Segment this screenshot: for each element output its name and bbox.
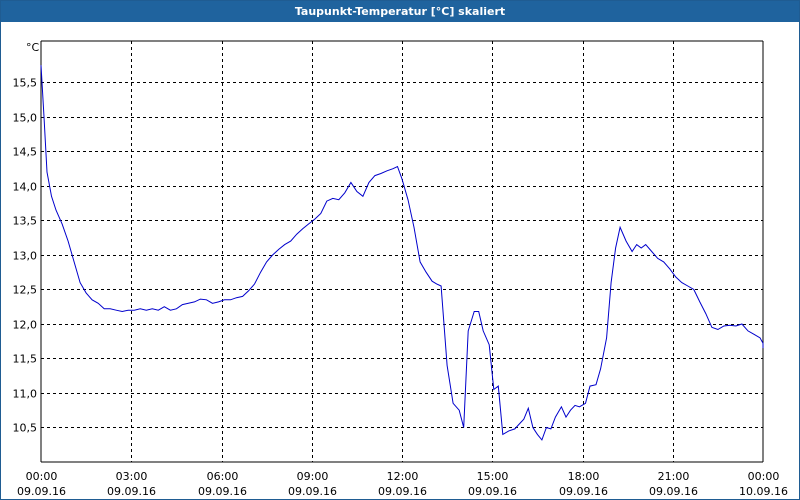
y-tick-label: 12,0 (13, 319, 38, 332)
dewpoint-series-line (40, 65, 764, 441)
grid-lines (41, 41, 763, 462)
x-tick-time-label: 00:00 (26, 470, 58, 483)
y-tick-label: 15,5 (13, 77, 38, 90)
x-tick-time-label: 03:00 (116, 470, 148, 483)
x-tick-date-label: 10.09.16 (739, 485, 788, 498)
x-tick-date-label: 09.09.16 (559, 485, 608, 498)
x-tick-time-label: 00:00 (748, 470, 780, 483)
y-tick-label: 11,5 (13, 353, 38, 366)
window-title: Taupunkt-Temperatur [°C] skaliert (1, 1, 799, 22)
x-tick-date-label: 09.09.16 (468, 485, 517, 498)
y-tick-label: 14,0 (13, 181, 38, 194)
y-tick-label: 15,0 (13, 112, 38, 125)
y-tick-label: 14,5 (13, 146, 38, 159)
x-tick-date-label: 09.09.16 (107, 485, 156, 498)
series-group (40, 65, 764, 441)
y-tick-label: 12,5 (13, 284, 38, 297)
y-tick-label: 13,0 (13, 250, 38, 263)
x-tick-labels: 00:00 09.09.16 03:00 09.09.16 06:00 09.09.16 0… (17, 470, 788, 498)
x-tick-time-label: 06:00 (207, 470, 239, 483)
x-tick-date-label: 09.09.16 (17, 485, 66, 498)
x-tick-date-label: 09.09.16 (198, 485, 247, 498)
x-tick-date-label: 09.09.16 (649, 485, 698, 498)
y-axis-unit-label: °C (26, 41, 40, 54)
y-tick-label: 11,0 (13, 388, 38, 401)
x-tick-time-label: 12:00 (387, 470, 419, 483)
x-tick-date-label: 09.09.16 (288, 485, 337, 498)
x-tick-time-label: 21:00 (658, 470, 690, 483)
x-tick-date-label: 09.09.16 (378, 485, 427, 498)
y-tick-label: 10,5 (13, 422, 38, 435)
x-tick-time-label: 18:00 (568, 470, 600, 483)
y-tick-labels: 15,5 15,0 14,5 14,0 13,5 13,0 12,5 12,0 11,5 11,0… (13, 77, 38, 435)
x-tick-time-label: 15:00 (477, 470, 509, 483)
y-tick-label: 13,5 (13, 215, 38, 228)
x-tick-time-label: 09:00 (297, 470, 329, 483)
